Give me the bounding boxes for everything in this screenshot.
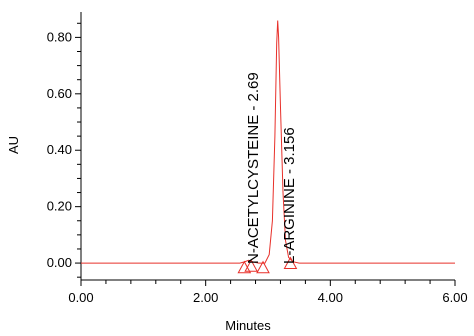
plot-frame bbox=[80, 12, 455, 281]
peak-label: N-ACETYLCYSTEINE - 2.69 bbox=[245, 72, 262, 264]
peak-labels: N-ACETYLCYSTEINE - 2.69 L-ARGININE - 3.15… bbox=[245, 72, 298, 264]
peak-marker bbox=[283, 256, 298, 269]
x-tick-label: 0.00 bbox=[68, 290, 93, 305]
x-tick-labels: 0.00 2.00 4.00 6.00 bbox=[68, 290, 467, 305]
y-tick-label: 0.40 bbox=[47, 142, 72, 157]
y-tick-labels: 0.00 0.20 0.40 0.60 0.80 bbox=[47, 29, 72, 270]
y-tick-label: 0.00 bbox=[47, 255, 72, 270]
peak-label: L-ARGININE - 3.156 bbox=[281, 127, 298, 264]
x-axis-label: Minutes bbox=[225, 318, 271, 333]
x-tick-label: 6.00 bbox=[442, 290, 467, 305]
chromatogram-trace bbox=[81, 20, 455, 264]
peak-markers bbox=[237, 256, 298, 274]
peak-marker bbox=[256, 260, 270, 274]
y-tick-label: 0.20 bbox=[47, 199, 72, 214]
peak-marker bbox=[244, 259, 259, 272]
y-axis-label: AU bbox=[6, 136, 21, 154]
y-axis-ticks bbox=[75, 22, 81, 278]
x-tick-label: 2.00 bbox=[193, 290, 218, 305]
x-axis-ticks bbox=[80, 280, 456, 286]
x-tick-label: 4.00 bbox=[318, 290, 343, 305]
y-tick-label: 0.60 bbox=[47, 86, 72, 101]
y-tick-label: 0.80 bbox=[47, 29, 72, 44]
